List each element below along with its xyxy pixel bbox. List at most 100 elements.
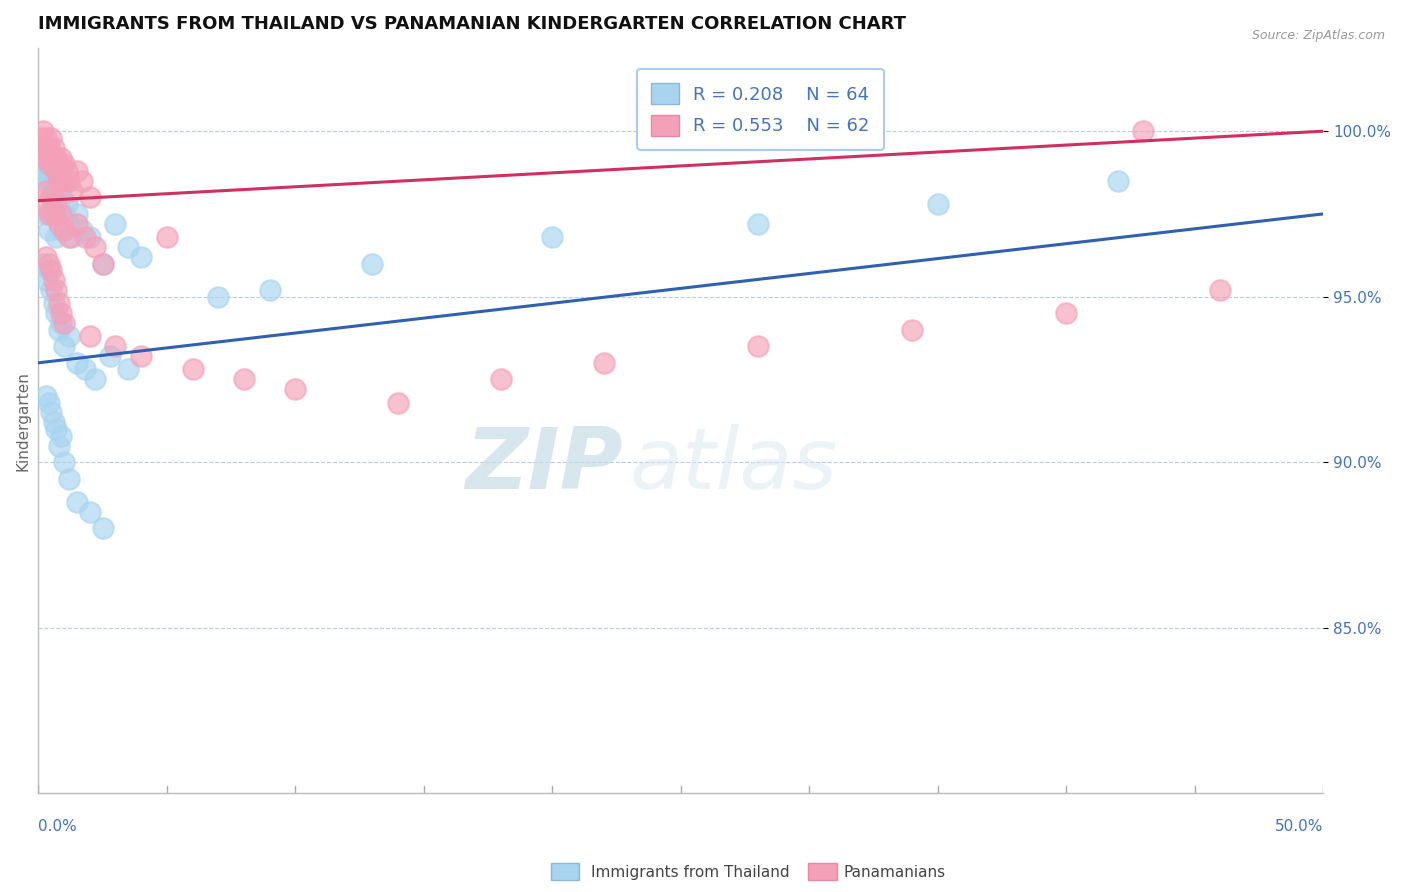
Text: 0.0%: 0.0% bbox=[38, 820, 77, 834]
Text: Panamanians: Panamanians bbox=[844, 865, 946, 880]
Point bbox=[35, 130, 58, 145]
Point bbox=[60, 184, 83, 198]
Point bbox=[45, 151, 67, 165]
Point bbox=[38, 157, 60, 171]
Point bbox=[98, 349, 121, 363]
Point bbox=[129, 349, 152, 363]
Point bbox=[35, 184, 58, 198]
Point bbox=[747, 339, 769, 353]
Point bbox=[45, 197, 67, 211]
Point bbox=[53, 223, 76, 237]
Point bbox=[39, 207, 62, 221]
Point bbox=[45, 306, 67, 320]
Point bbox=[129, 250, 152, 264]
Point bbox=[38, 141, 60, 155]
Point bbox=[1209, 283, 1232, 297]
Legend: R = 0.208    N = 64, R = 0.553    N = 62: R = 0.208 N = 64, R = 0.553 N = 62 bbox=[637, 69, 884, 150]
Point bbox=[55, 197, 77, 211]
Point bbox=[66, 356, 89, 370]
Point bbox=[38, 223, 60, 237]
Point bbox=[30, 130, 52, 145]
Point bbox=[48, 438, 70, 452]
Point bbox=[42, 174, 65, 188]
Point bbox=[42, 273, 65, 287]
Text: IMMIGRANTS FROM THAILAND VS PANAMANIAN KINDERGARTEN CORRELATION CHART: IMMIGRANTS FROM THAILAND VS PANAMANIAN K… bbox=[38, 15, 907, 33]
Point bbox=[38, 263, 60, 277]
Point bbox=[541, 230, 564, 244]
Text: ZIP: ZIP bbox=[465, 424, 623, 507]
Point bbox=[117, 362, 139, 376]
Point bbox=[66, 207, 89, 221]
Point bbox=[79, 230, 101, 244]
Point bbox=[35, 389, 58, 403]
Point bbox=[901, 323, 924, 337]
Point bbox=[1107, 174, 1129, 188]
Point bbox=[38, 256, 60, 270]
Point bbox=[48, 157, 70, 171]
Point bbox=[259, 283, 281, 297]
Point bbox=[48, 174, 70, 188]
Point bbox=[117, 240, 139, 254]
Point bbox=[53, 455, 76, 469]
Point bbox=[39, 263, 62, 277]
Point bbox=[58, 329, 80, 343]
Point bbox=[39, 151, 62, 165]
Point bbox=[70, 223, 93, 237]
Point bbox=[51, 164, 73, 178]
Point bbox=[53, 316, 76, 330]
Point bbox=[39, 190, 62, 204]
Point bbox=[79, 505, 101, 519]
Point bbox=[30, 157, 52, 171]
Text: Source: ZipAtlas.com: Source: ZipAtlas.com bbox=[1251, 29, 1385, 42]
Point bbox=[58, 217, 80, 231]
Point bbox=[48, 296, 70, 310]
Text: atlas: atlas bbox=[630, 424, 838, 507]
Point bbox=[79, 190, 101, 204]
Point bbox=[284, 382, 307, 396]
Point bbox=[927, 197, 949, 211]
Point bbox=[42, 416, 65, 430]
Point bbox=[489, 372, 512, 386]
Point bbox=[35, 164, 58, 178]
Point bbox=[45, 190, 67, 204]
Point bbox=[361, 256, 384, 270]
Point bbox=[53, 174, 76, 188]
Point bbox=[747, 217, 769, 231]
Point bbox=[35, 273, 58, 287]
Point bbox=[53, 174, 76, 188]
Point bbox=[181, 362, 204, 376]
Point bbox=[42, 157, 65, 171]
Point bbox=[156, 230, 179, 244]
Point bbox=[32, 256, 55, 270]
Point bbox=[1054, 306, 1077, 320]
Point bbox=[58, 174, 80, 188]
Point bbox=[39, 151, 62, 165]
Point bbox=[42, 207, 65, 221]
Point bbox=[70, 174, 93, 188]
Point bbox=[73, 230, 96, 244]
Text: Immigrants from Thailand: Immigrants from Thailand bbox=[591, 865, 789, 880]
Point bbox=[32, 151, 55, 165]
Point bbox=[104, 217, 127, 231]
Point bbox=[45, 164, 67, 178]
Point bbox=[104, 339, 127, 353]
Point bbox=[592, 356, 614, 370]
Point bbox=[207, 290, 229, 304]
Point bbox=[35, 151, 58, 165]
Point bbox=[51, 428, 73, 442]
Point bbox=[32, 141, 55, 155]
Point bbox=[51, 207, 73, 221]
Point bbox=[83, 240, 105, 254]
Point bbox=[91, 256, 114, 270]
Point bbox=[58, 472, 80, 486]
Y-axis label: Kindergarten: Kindergarten bbox=[15, 371, 30, 471]
Point bbox=[51, 306, 73, 320]
Point bbox=[51, 190, 73, 204]
Point bbox=[45, 283, 67, 297]
Point bbox=[45, 230, 67, 244]
Point bbox=[55, 164, 77, 178]
Point bbox=[53, 157, 76, 171]
Point bbox=[48, 174, 70, 188]
Point bbox=[53, 339, 76, 353]
Point bbox=[66, 164, 89, 178]
